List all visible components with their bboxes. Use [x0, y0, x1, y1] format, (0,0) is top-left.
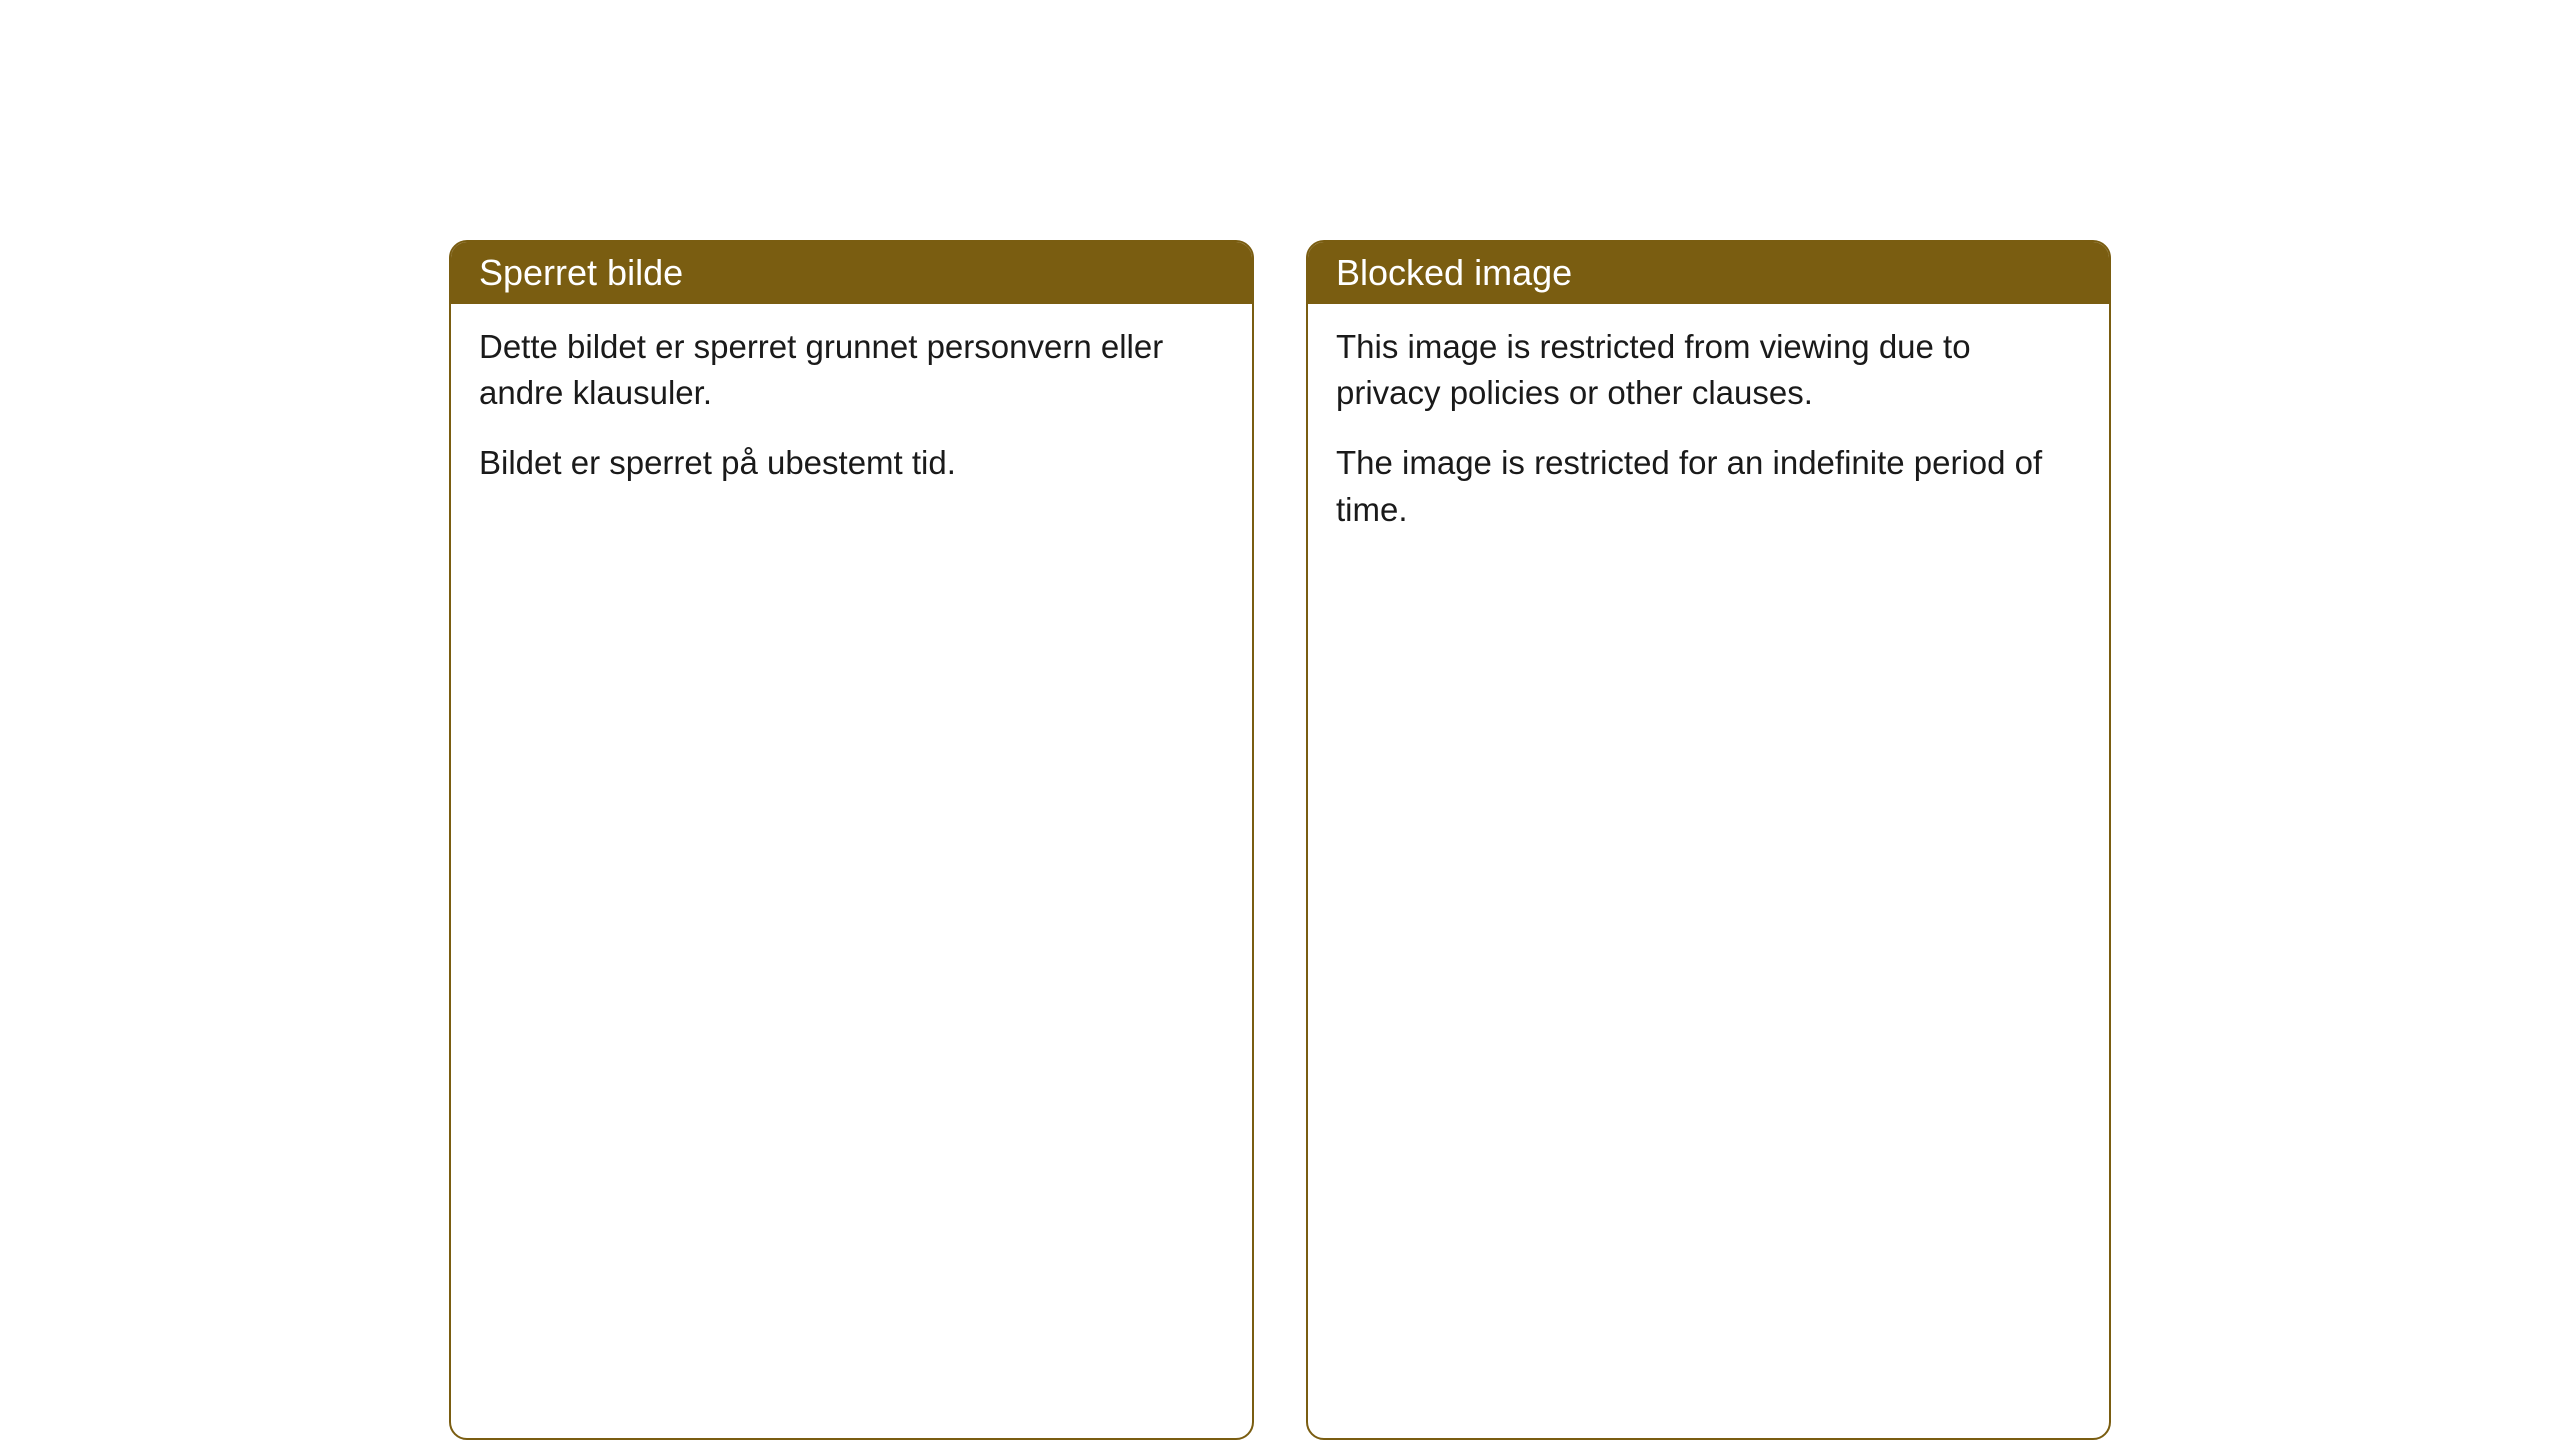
- card-body: This image is restricted from viewing du…: [1308, 304, 2109, 569]
- card-paragraph: This image is restricted from viewing du…: [1336, 324, 2081, 416]
- card-header: Blocked image: [1308, 242, 2109, 304]
- notice-card-english: Blocked image This image is restricted f…: [1306, 240, 2111, 1440]
- card-header: Sperret bilde: [451, 242, 1252, 304]
- card-body: Dette bildet er sperret grunnet personve…: [451, 304, 1252, 553]
- notice-card-norwegian: Sperret bilde Dette bildet er sperret gr…: [449, 240, 1254, 1440]
- card-paragraph: Bildet er sperret på ubestemt tid.: [479, 440, 1224, 486]
- card-paragraph: Dette bildet er sperret grunnet personve…: [479, 324, 1224, 416]
- card-paragraph: The image is restricted for an indefinit…: [1336, 440, 2081, 532]
- notice-cards-container: Sperret bilde Dette bildet er sperret gr…: [449, 240, 2111, 1440]
